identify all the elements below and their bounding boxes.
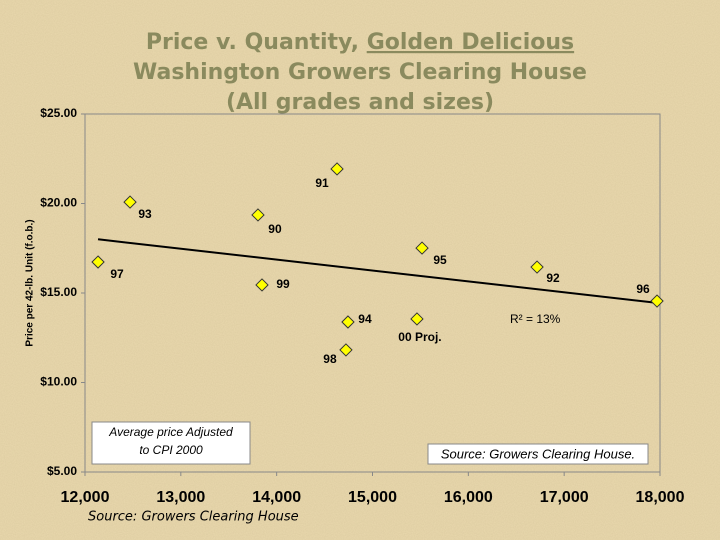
point [123, 195, 137, 209]
point-label: 90 [268, 222, 282, 236]
point-label: 95 [433, 253, 447, 267]
x-tick-label: 17,000 [540, 489, 589, 506]
x-tick-label: 14,000 [252, 489, 301, 506]
title-part: Price v. Quantity, [146, 30, 359, 55]
footer: Source: Growers Clearing House [88, 510, 299, 525]
point-label: 92 [546, 271, 560, 285]
source-box [427, 443, 649, 465]
y-axis-label: Price per 42-lb. Unit (f.o.b.) [25, 219, 36, 346]
point [530, 260, 544, 274]
y-tick-label: $25.00 [40, 106, 77, 120]
chart-title: Price v. Quantity, Golden Delicious [146, 30, 574, 55]
y-tick-label: $15.00 [40, 285, 77, 299]
point [410, 312, 424, 326]
x-tick-label: 15,000 [348, 489, 397, 506]
y-tick-label: $10.00 [40, 375, 77, 389]
point [330, 162, 344, 176]
point-label: 93 [138, 207, 152, 221]
point [255, 278, 269, 292]
point-label: 00 Proj. [398, 330, 441, 344]
trend-line [97, 238, 658, 304]
note-text: to CPI 2000 [139, 443, 203, 457]
point-label: 97 [110, 267, 124, 281]
point [251, 208, 265, 222]
point-label: 98 [323, 352, 337, 366]
subtitle: (All grades and sizes) [226, 90, 494, 115]
point [339, 343, 353, 357]
point-label: 96 [636, 282, 650, 296]
source-text: Source: Growers Clearing House. [441, 446, 635, 461]
note-box [91, 421, 251, 465]
point [341, 315, 355, 329]
title-part: Golden Delicious [367, 30, 574, 55]
point [650, 294, 664, 308]
point-label: 91 [315, 176, 329, 190]
x-tick-label: 12,000 [61, 489, 110, 506]
y-tick-label: $5.00 [47, 464, 77, 478]
x-tick-label: 13,000 [156, 489, 205, 506]
subtitle: Washington Growers Clearing House [133, 60, 587, 85]
point [91, 255, 105, 269]
x-tick-label: 18,000 [636, 489, 685, 506]
point-label: 99 [276, 277, 290, 291]
point-label: 94 [358, 312, 372, 326]
x-tick-label: 16,000 [444, 489, 493, 506]
note-text: Average price Adjusted [108, 425, 233, 439]
y-tick-label: $20.00 [40, 196, 77, 210]
r-squared: R² = 13% [510, 312, 561, 326]
point [415, 241, 429, 255]
